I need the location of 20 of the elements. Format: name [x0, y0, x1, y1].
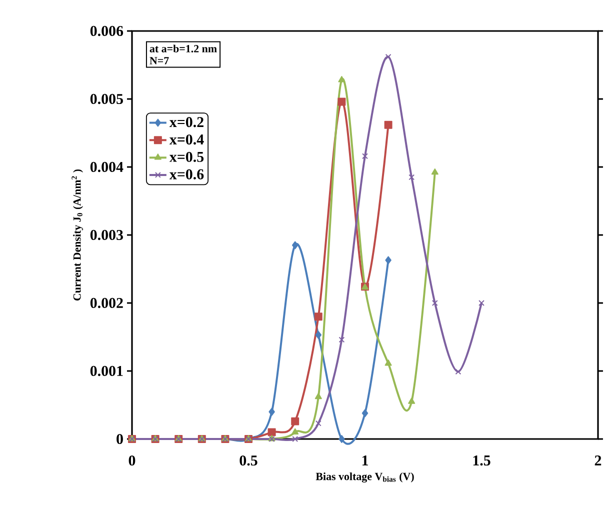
legend-label: x=0.6 [169, 169, 204, 180]
y-tick-label: 0.002 [90, 298, 123, 308]
y-tick-label: 0.006 [90, 26, 124, 36]
y-tick-label: 0.003 [90, 230, 123, 240]
x-axis-title: Bias voltage V$_{bias}$ (V) [316, 472, 414, 482]
x-tick-label: 0 [128, 455, 136, 466]
y-axis-title: Current Density J$_{0}$ (A/nm$^{2}$ ) [72, 169, 84, 300]
x-tick-label: 2 [594, 455, 602, 466]
legend-label: x=0.2 [169, 117, 204, 128]
y-tick-label: 0 [116, 434, 123, 444]
legend-label: x=0.4 [169, 134, 204, 145]
y-tick-label: 0.005 [90, 94, 123, 104]
y-tick-label: 0.001 [90, 366, 123, 376]
legend-label: x=0.5 [169, 152, 204, 162]
x-tick-label: 0.5 [240, 455, 258, 466]
x-tick-label: 1 [362, 455, 368, 466]
annotation: N=7 [150, 57, 169, 64]
y-tick-label: 0.004 [90, 162, 124, 172]
x-tick-label: 1.5 [473, 455, 490, 466]
annotation: at a=b=1.2 nm [150, 44, 217, 52]
